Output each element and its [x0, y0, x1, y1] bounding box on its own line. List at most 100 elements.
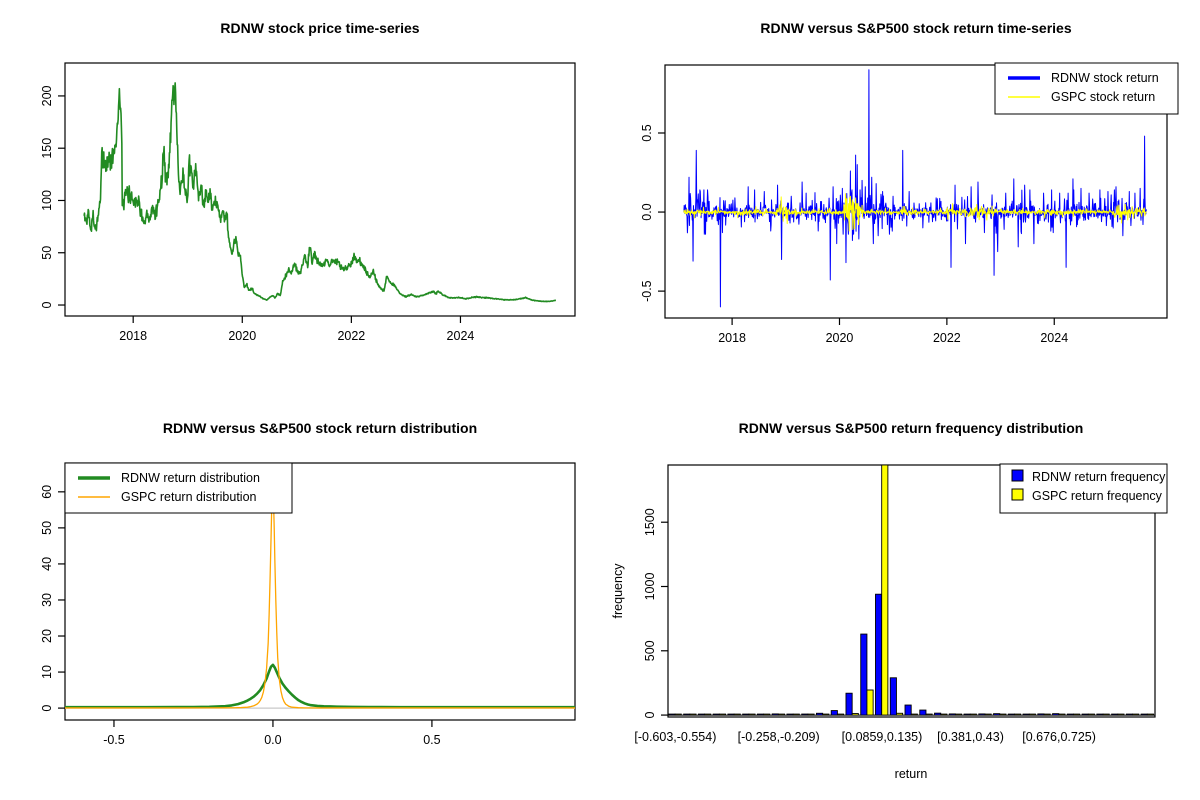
bar-rdnw — [978, 713, 986, 716]
histogram-plot-area: 0 500 1000 1500 [-0.603,-0.554) [-0.258,-0.20… — [634, 463, 1168, 744]
bar-gspc — [836, 713, 845, 716]
y-tick-label: 0.5 — [640, 124, 654, 141]
x-tick-label: -0.5 — [103, 733, 125, 747]
y-tick-label: 100 — [40, 190, 54, 211]
bar-gspc — [1146, 713, 1154, 716]
bar-rdnw — [683, 713, 691, 716]
bar-rdnw — [845, 692, 853, 716]
bar-rdnw — [1111, 713, 1119, 716]
x-tick-label: 2020 — [228, 329, 256, 343]
price-chart: RDNW stock price time-series 2018 2020 202… — [40, 20, 576, 343]
legend: RDNW return frequency GSPC return frequen… — [999, 463, 1168, 514]
y-tick-label: 150 — [40, 138, 54, 159]
density-chart: RDNW versus S&P500 stock return distribu… — [40, 420, 576, 747]
x-bin-label: [-0.603,-0.554) — [634, 730, 716, 744]
y-tick-label: 40 — [40, 557, 54, 571]
x-tick-label: 2024 — [447, 329, 475, 343]
bar-gspc — [807, 713, 815, 716]
legend-label: RDNW return distribution — [121, 471, 260, 485]
bar-gspc — [763, 713, 771, 716]
bar-rdnw — [1140, 713, 1148, 716]
y-tick-label: 0 — [40, 301, 54, 308]
bar-rdnw — [771, 713, 779, 716]
x-tick-label: 2018 — [119, 329, 147, 343]
bar-gspc — [925, 713, 933, 716]
y-tick-label: 20 — [40, 629, 54, 643]
series-rdnw-price — [83, 82, 557, 303]
price-plot-area: 2018 2020 2022 2024 0 50 100 150 200 — [40, 62, 576, 343]
bar-rdnw — [712, 713, 720, 716]
y-axis-title: frequency — [611, 563, 625, 619]
bar-gspc — [748, 713, 756, 716]
panel-return-distribution: RDNW versus S&P500 stock return distribu… — [0, 400, 600, 800]
bar-gspc — [1028, 713, 1036, 716]
x-tick-label: 2024 — [1040, 331, 1068, 345]
bar-rdnw — [934, 712, 942, 716]
chart-title-density: RDNW versus S&P500 stock return distribu… — [163, 420, 477, 436]
legend-label: GSPC stock return — [1051, 90, 1155, 104]
axes: 2018 2020 2022 2024 -0.5 0.0 0.5 — [640, 64, 1168, 345]
y-tick-label: 500 — [643, 640, 657, 661]
bar-gspc — [1073, 713, 1081, 716]
bar-rdnw — [830, 710, 838, 716]
y-tick-label: 60 — [40, 485, 54, 499]
bar-rdnw — [1096, 713, 1104, 716]
legend: RDNW stock return GSPC stock return — [994, 62, 1179, 115]
y-tick-label: 0 — [643, 712, 657, 719]
bar-gspc — [851, 713, 859, 716]
bar-rdnw — [1052, 713, 1060, 716]
x-bin-label: [0.0859,0.135) — [842, 730, 923, 744]
series-rdnw-density — [65, 663, 575, 709]
bar-gspc — [1058, 713, 1066, 716]
bar-gspc — [1117, 713, 1125, 716]
bar-rdnw — [860, 633, 868, 716]
bar-rdnw — [889, 677, 897, 716]
bar-gspc — [969, 713, 977, 716]
histogram-chart: RDNW versus S&P500 return frequency dist… — [611, 420, 1168, 781]
bar-rdnw — [904, 704, 912, 716]
bar-rdnw — [919, 709, 927, 716]
x-tick-label: 2020 — [826, 331, 854, 345]
bar-rdnw — [1007, 713, 1015, 716]
x-bin-label: [-0.258,-0.209) — [738, 730, 820, 744]
return-plot-area: 2018 2020 2022 2024 -0.5 0.0 0.5 RDNW stock ret… — [640, 62, 1179, 345]
series-gspc-return — [683, 193, 1147, 232]
bar-gspc — [881, 464, 889, 716]
bar-rdnw — [1081, 713, 1089, 716]
bar-gspc — [1043, 713, 1051, 716]
y-tick-label: 50 — [40, 521, 54, 535]
x-axis-title: return — [895, 767, 928, 781]
bar-rdnw — [1022, 713, 1030, 716]
legend-label: GSPC return distribution — [121, 490, 257, 504]
axes: 0 500 1000 1500 — [643, 464, 1156, 719]
legend-square-swatch — [1011, 488, 1024, 501]
bar-rdnw — [801, 713, 809, 716]
bar-gspc — [940, 713, 948, 716]
legend-square-swatch — [1011, 469, 1024, 482]
bar-rdnw — [963, 713, 971, 716]
series-gspc-density — [65, 487, 575, 709]
bar-gspc — [866, 689, 874, 716]
bar-gspc — [984, 713, 992, 716]
bar-rdnw — [668, 713, 676, 716]
bar-rdnw — [742, 713, 750, 716]
bar-rdnw — [786, 713, 794, 716]
bar-rdnw — [1066, 713, 1074, 716]
bar-rdnw — [1037, 713, 1045, 716]
bar-gspc — [777, 713, 786, 716]
bar-rdnw — [875, 593, 883, 716]
y-tick-label: 1000 — [643, 573, 657, 601]
bar-rdnw — [756, 713, 765, 716]
y-tick-label: 0 — [40, 705, 54, 712]
panel-return-timeseries: RDNW versus S&P500 stock return time-ser… — [600, 0, 1200, 400]
legend: RDNW return distribution GSPC return dist… — [64, 462, 293, 514]
bar-gspc — [674, 713, 682, 716]
panel-return-frequency: RDNW versus S&P500 return frequency dist… — [600, 400, 1200, 800]
bar-gspc — [1102, 713, 1110, 716]
legend-label: GSPC return frequency — [1032, 489, 1163, 503]
bar-gspc — [822, 713, 830, 716]
bar-gspc — [733, 713, 741, 716]
chart-title-price: RDNW stock price time-series — [220, 20, 419, 36]
bar-gspc — [689, 713, 697, 716]
bar-gspc — [955, 713, 963, 716]
